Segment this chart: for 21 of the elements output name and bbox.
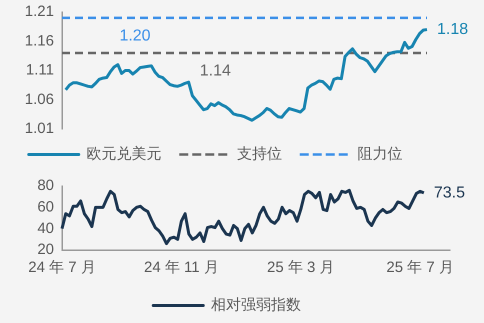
text: 1.18 [437, 20, 468, 38]
y-tick-label: 1.21 [24, 3, 54, 20]
y-tick-label: 80 [37, 177, 54, 194]
x-tick-label: 25 年 3 月 [267, 259, 335, 276]
legend-label: 相对强弱指数 [210, 296, 301, 314]
legend-label: 欧元兑美元 [86, 146, 162, 163]
y-tick-label: 1.06 [24, 90, 54, 108]
legend-label: 支持位 [236, 146, 282, 163]
y-tick-label: 1.11 [26, 62, 54, 79]
x-tick-label: 24 年 7 月 [28, 259, 96, 276]
x-tick-label: 24 年 11 月 [144, 259, 219, 276]
annotation: 73.5 [434, 184, 466, 202]
y-tick-label: 40 [37, 220, 54, 237]
legend-label: 阻力位 [357, 146, 402, 163]
y-tick-label: 60 [37, 198, 54, 216]
annotation: 1.14 [200, 62, 231, 80]
y-tick-label: 1.01 [24, 120, 54, 138]
x-tick-label: 25 年 7 月 [386, 259, 454, 276]
annotation: 1.20 [119, 27, 151, 44]
y-tick-label: 20 [37, 241, 54, 258]
y-tick-label: 1.16 [24, 32, 54, 50]
